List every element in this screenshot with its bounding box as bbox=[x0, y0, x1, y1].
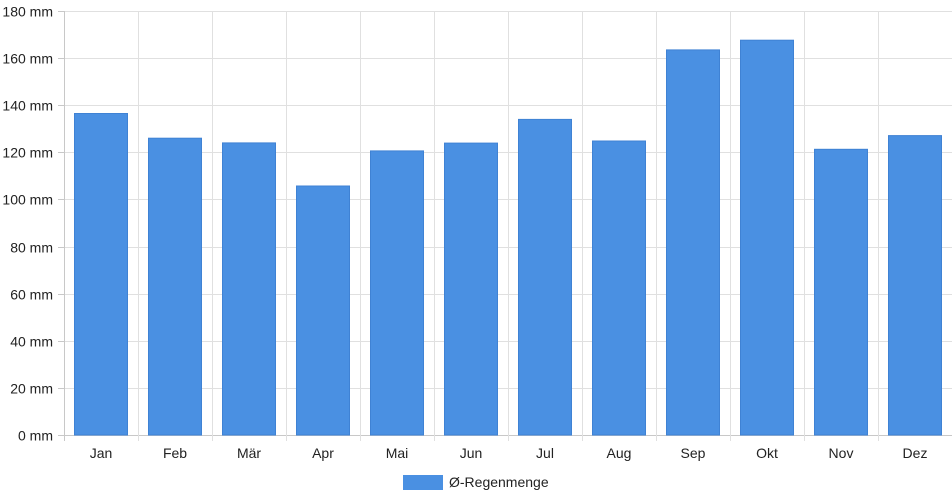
x-tick-label: Jan bbox=[90, 445, 113, 461]
x-tick-label: Apr bbox=[312, 445, 334, 461]
x-tick-label: Nov bbox=[829, 445, 854, 461]
bar-mai[interactable] bbox=[370, 150, 424, 436]
y-tick-label: 20 mm bbox=[10, 381, 53, 397]
x-tick-label: Jul bbox=[536, 445, 554, 461]
x-tick-label: Feb bbox=[163, 445, 187, 461]
y-tick-label: 120 mm bbox=[2, 145, 53, 161]
y-axis-tick-labels: 0 mm 20 mm 40 mm 60 mm 80 mm 100 mm 120 mm 140 … bbox=[2, 4, 53, 444]
bar-jan[interactable] bbox=[74, 113, 128, 436]
x-tick-label: Dez bbox=[903, 445, 928, 461]
x-tick-label: Jun bbox=[460, 445, 483, 461]
grid-lines bbox=[64, 11, 952, 441]
bar-apr[interactable] bbox=[296, 185, 350, 436]
x-tick-label: Mär bbox=[237, 445, 261, 461]
x-axis-tick-labels: Jan Feb Mär Apr Mai Jun Jul Aug Sep Okt Nov Dez bbox=[90, 445, 928, 461]
y-tick-label: 180 mm bbox=[2, 4, 53, 20]
bar-aug[interactable] bbox=[592, 140, 646, 436]
bar-jun[interactable] bbox=[444, 142, 498, 436]
y-tick-label: 140 mm bbox=[2, 98, 53, 114]
bar-okt[interactable] bbox=[740, 39, 794, 436]
x-tick-label: Okt bbox=[756, 445, 778, 461]
bar-dez[interactable] bbox=[888, 135, 942, 436]
x-tick-label: Mai bbox=[386, 445, 409, 461]
x-tick-label: Aug bbox=[607, 445, 632, 461]
y-tick-label: 40 mm bbox=[10, 334, 53, 350]
y-tick-label: 160 mm bbox=[2, 51, 53, 67]
y-tick-label: 100 mm bbox=[2, 192, 53, 208]
legend[interactable]: Ø-Regenmenge bbox=[403, 474, 549, 490]
bars bbox=[74, 39, 942, 436]
x-tick-label: Sep bbox=[681, 445, 706, 461]
y-tick-label: 80 mm bbox=[10, 240, 53, 256]
bar-mär[interactable] bbox=[222, 142, 276, 436]
legend-label[interactable]: Ø-Regenmenge bbox=[449, 474, 549, 490]
legend-swatch[interactable] bbox=[403, 475, 443, 490]
bar-jul[interactable] bbox=[518, 118, 572, 436]
bar-sep[interactable] bbox=[666, 49, 720, 436]
y-tick-label: 60 mm bbox=[10, 287, 53, 303]
axes bbox=[58, 11, 65, 441]
bar-nov[interactable] bbox=[814, 148, 868, 436]
y-tick-label: 0 mm bbox=[18, 428, 53, 444]
bar-feb[interactable] bbox=[148, 137, 202, 436]
